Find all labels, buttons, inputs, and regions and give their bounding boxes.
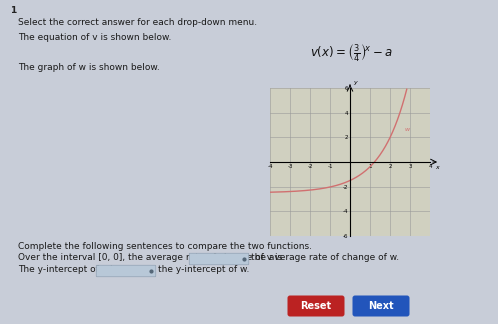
Text: x: x — [435, 165, 439, 170]
Text: w: w — [404, 127, 409, 132]
Text: Complete the following sentences to compare the two functions.: Complete the following sentences to comp… — [18, 242, 312, 251]
Text: Select the correct answer for each drop-down menu.: Select the correct answer for each drop-… — [18, 18, 257, 27]
Text: the y-intercept of w.: the y-intercept of w. — [158, 265, 249, 274]
FancyBboxPatch shape — [189, 253, 249, 265]
Text: Reset: Reset — [300, 301, 332, 311]
Text: The equation of v is shown below.: The equation of v is shown below. — [18, 33, 171, 42]
Text: 1: 1 — [10, 6, 16, 15]
Text: The y-intercept of v is: The y-intercept of v is — [18, 265, 117, 274]
FancyBboxPatch shape — [353, 295, 409, 317]
Text: Next: Next — [368, 301, 394, 311]
FancyBboxPatch shape — [96, 265, 156, 277]
Text: The graph of w is shown below.: The graph of w is shown below. — [18, 63, 160, 72]
Text: $v(x) = \left(\frac{3}{4}\right)^{\!x} - a$: $v(x) = \left(\frac{3}{4}\right)^{\!x} -… — [310, 41, 393, 63]
FancyBboxPatch shape — [287, 295, 345, 317]
Text: the average rate of change of w.: the average rate of change of w. — [251, 253, 399, 262]
Text: Over the interval [0, 0], the average rate of change of v is: Over the interval [0, 0], the average ra… — [18, 253, 282, 262]
Text: y: y — [353, 80, 357, 85]
